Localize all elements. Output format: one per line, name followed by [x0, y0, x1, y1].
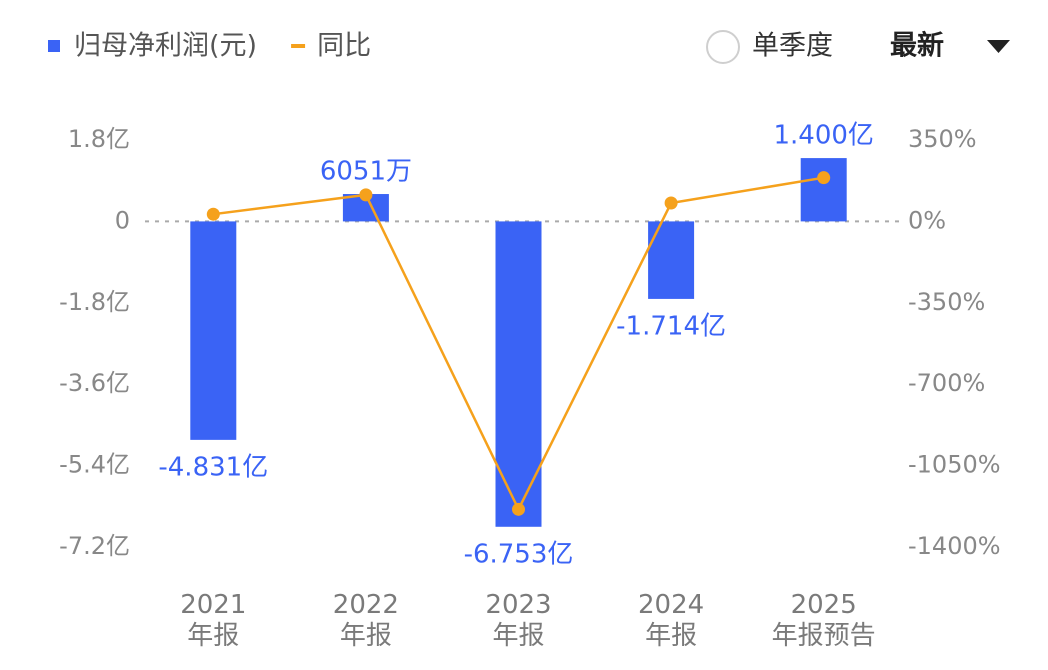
- radio[interactable]: [706, 30, 740, 64]
- y-tick-label: 0: [115, 206, 130, 234]
- legend-swatch: [291, 44, 306, 48]
- dropdown-arrow[interactable]: [987, 40, 1010, 53]
- x-tick-label: 2023 年报: [485, 590, 552, 651]
- line-point: [664, 196, 678, 210]
- x-tick-label: 2021 年报: [180, 590, 247, 651]
- y-tick-label: -1.8亿: [59, 288, 130, 316]
- y-tick-label: -3.6亿: [59, 369, 130, 397]
- quarterly-toggle[interactable]: 单季度: [706, 30, 833, 64]
- bar: [190, 221, 237, 440]
- y2-tick-label: 350%: [908, 125, 977, 153]
- bar: [800, 158, 847, 222]
- x-tick-label: 2024 年报: [638, 590, 705, 651]
- line-point: [359, 188, 373, 202]
- value-label: -4.831亿: [158, 452, 268, 482]
- y2-tick-label: -1050%: [908, 451, 1001, 479]
- value-label: -1.714亿: [616, 311, 726, 341]
- legend-swatch: [48, 40, 60, 52]
- y-tick-label: -5.4亿: [59, 451, 130, 479]
- line-point: [817, 171, 831, 185]
- x-tick-label: 2025 年报预告: [771, 590, 876, 651]
- y2-tick-label: -700%: [908, 369, 985, 397]
- legend-label: 归母净利润(元): [74, 31, 257, 62]
- period-dropdown[interactable]: 最新: [890, 30, 1010, 62]
- x-tick-label: 2022 年报: [332, 590, 399, 651]
- bar: [495, 221, 542, 527]
- y2-tick-label: -350%: [908, 288, 985, 316]
- y2-tick-label: -1400%: [908, 532, 1001, 560]
- quarterly-label[interactable]: 单季度: [752, 31, 833, 62]
- value-label: 6051万: [320, 157, 412, 187]
- legend-label: 同比: [317, 31, 371, 62]
- line-point: [512, 502, 525, 516]
- period-label[interactable]: 最新: [890, 30, 944, 62]
- value-label: -6.753亿: [464, 539, 574, 569]
- y2-tick-label: 0%: [908, 206, 946, 234]
- y-tick-label: -7.2亿: [59, 532, 130, 560]
- value-label: 1.400亿: [773, 121, 873, 151]
- line-point: [206, 207, 220, 221]
- y-tick-label: 1.8亿: [68, 125, 130, 153]
